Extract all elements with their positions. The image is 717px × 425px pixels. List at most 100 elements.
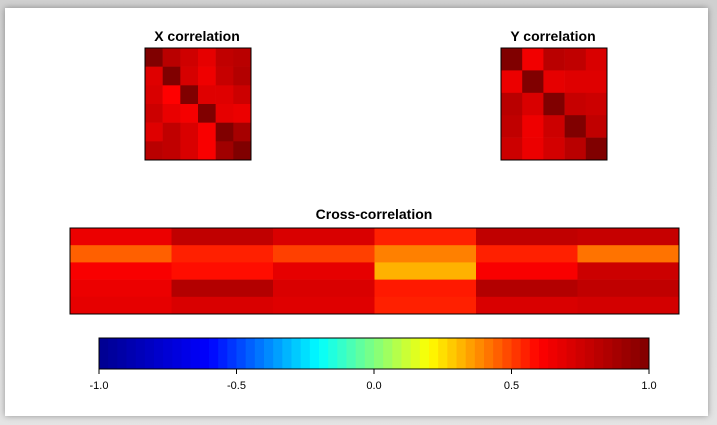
cross-correlation-cell — [577, 245, 680, 263]
colorbar-swatch — [410, 338, 421, 369]
y-correlation-cell — [585, 70, 608, 94]
colorbar-swatch — [346, 338, 357, 369]
x-correlation-cell — [233, 122, 252, 142]
colorbar-swatch — [364, 338, 375, 369]
cross-correlation-cell — [577, 296, 680, 315]
x-correlation-heatmap — [144, 47, 252, 161]
y-correlation-cell — [501, 48, 523, 71]
x-correlation-cell — [145, 104, 163, 123]
colorbar-swatch — [484, 338, 494, 369]
colorbar-swatch — [355, 338, 366, 369]
cross-correlation-cell — [273, 262, 375, 280]
y-correlation-cell — [501, 70, 523, 94]
colorbar-swatch — [584, 338, 595, 369]
y-correlation-cell — [543, 70, 565, 94]
cross-correlation-cell — [374, 228, 477, 246]
colorbar — [98, 337, 650, 370]
x-correlation-cell — [233, 141, 252, 161]
colorbar-swatch — [300, 338, 311, 369]
cross-correlation-cell — [171, 245, 274, 263]
x-correlation-cell — [145, 48, 163, 67]
x-correlation-cell — [180, 85, 199, 105]
colorbar-swatch — [630, 338, 641, 369]
colorbar-swatch — [264, 338, 274, 369]
colorbar-swatch — [144, 338, 155, 369]
x-correlation-cell — [233, 85, 252, 105]
x-correlation-cell — [162, 141, 181, 161]
colorbar-swatch — [135, 338, 146, 369]
cross-correlation-cell — [70, 228, 172, 246]
y-correlation-cell — [522, 137, 544, 161]
cross-correlation-cell — [374, 279, 477, 298]
cross-correlation-cell — [171, 296, 274, 315]
colorbar-swatch — [529, 338, 540, 369]
y-correlation-cell — [543, 137, 565, 161]
colorbar-swatch — [154, 338, 164, 369]
cross-correlation-cell — [577, 228, 680, 246]
colorbar-swatch — [282, 338, 292, 369]
colorbar-swatch — [328, 338, 338, 369]
colorbar-swatch — [309, 338, 320, 369]
x-correlation-cell — [180, 48, 199, 67]
colorbar-swatch — [218, 338, 228, 369]
colorbar-swatch — [401, 338, 412, 369]
x-correlation-cell — [215, 122, 234, 142]
colorbar-swatch — [291, 338, 302, 369]
cross-correlation-cell — [476, 296, 578, 315]
cross-correlation-cell — [476, 262, 578, 280]
x-correlation-cell — [180, 66, 199, 86]
colorbar-swatch — [639, 338, 650, 369]
x-correlation-border — [144, 47, 252, 161]
colorbar-tick-label: 0.5 — [504, 380, 519, 392]
plot-panel: X correlation Y correlation Cross-correl… — [5, 8, 708, 416]
correlation-figure: X correlation Y correlation Cross-correl… — [69, 28, 680, 392]
cross-correlation-cell — [374, 245, 477, 263]
y-correlation-cell — [522, 48, 544, 71]
y-correlation-cell — [585, 115, 608, 138]
y-correlation-cell — [522, 70, 544, 94]
colorbar-swatch — [548, 338, 558, 369]
colorbar-swatch — [273, 338, 283, 369]
cross-correlation-heatmap — [69, 227, 680, 315]
x-correlation-cell — [215, 85, 234, 105]
cross-correlation-border — [69, 227, 680, 315]
x-correlation-cell — [162, 104, 181, 123]
cross-correlation-cell — [476, 279, 578, 298]
cross-correlation-cell — [577, 279, 680, 298]
cross-correlation-cell — [70, 262, 172, 280]
x-correlation-cell — [145, 66, 163, 86]
x-correlation-cell — [180, 104, 199, 123]
colorbar-swatch — [199, 338, 210, 369]
x-correlation-cell — [180, 122, 199, 142]
colorbar-swatch — [319, 338, 329, 369]
colorbar-swatch — [163, 338, 173, 369]
y-correlation-cell — [501, 115, 523, 138]
colorbar-swatch — [429, 338, 439, 369]
colorbar-swatch — [603, 338, 613, 369]
colorbar-swatch — [126, 338, 137, 369]
colorbar-swatch — [493, 338, 503, 369]
y-correlation-cell — [564, 70, 587, 94]
y-correlation-title: Y correlation — [510, 28, 595, 44]
colorbar-tick-label: -0.5 — [227, 380, 246, 392]
x-correlation-cell — [198, 48, 216, 67]
cross-correlation-cell — [70, 245, 172, 263]
x-correlation-cell — [215, 104, 234, 123]
cross-correlation-cell — [577, 262, 680, 280]
colorbar-swatch — [190, 338, 201, 369]
cross-correlation-cell — [171, 228, 274, 246]
x-correlation-cell — [233, 48, 252, 67]
colorbar-swatch — [236, 338, 247, 369]
cross-correlation-cell — [171, 279, 274, 298]
x-correlation-cell — [145, 122, 163, 142]
colorbar-swatch — [254, 338, 265, 369]
x-correlation-cell — [180, 141, 199, 161]
colorbar-swatch — [520, 338, 531, 369]
colorbar-swatch — [456, 338, 467, 369]
x-correlation-cell — [145, 141, 163, 161]
colorbar-swatch — [502, 338, 512, 369]
y-correlation-cell — [522, 92, 544, 116]
cross-correlation-cell — [70, 296, 172, 315]
y-correlation-cell — [543, 92, 565, 116]
